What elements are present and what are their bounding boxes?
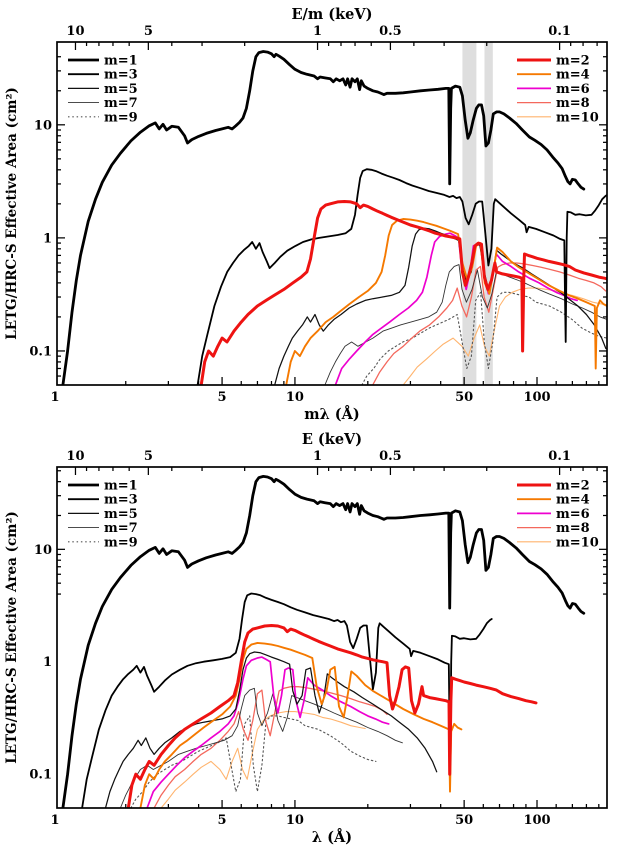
x-tick-label: 10	[286, 390, 304, 405]
axis-ticks	[57, 42, 607, 385]
top-tick-label: 5	[144, 449, 153, 464]
top-tick-label: 0.5	[379, 24, 402, 39]
curves-bottom	[61, 475, 586, 808]
shaded-band-2	[484, 42, 493, 385]
x-tick-label: 10	[286, 813, 304, 828]
top-tick-label: 1	[313, 24, 322, 39]
curve-m4	[285, 218, 607, 385]
legend-label-m2: m=2	[556, 54, 590, 69]
legend-label-m4: m=4	[556, 68, 590, 83]
x-axis-title: mλ (Å)	[304, 405, 360, 423]
x-tick-label: 50	[455, 390, 473, 405]
top-tick-label: 10	[66, 24, 84, 39]
y-tick-label: 0.1	[29, 344, 52, 359]
x-tick-label: 1	[50, 813, 59, 828]
curves-top	[61, 50, 607, 385]
curve-m5	[274, 227, 607, 385]
legend-label-m7: m=7	[104, 521, 138, 536]
curve-m10	[160, 711, 366, 808]
axis-labels: 1 5 10 50 100 10 1 0.1 10 5 1 0.5 0.1 λ (Å) E (keV) LET…	[4, 431, 571, 846]
x-tick-label: 50	[455, 813, 473, 828]
legend-label-m3: m=3	[104, 68, 138, 83]
y-tick-label: 10	[34, 543, 52, 558]
legend-left: m=1m=3m=5m=7m=9	[68, 54, 138, 125]
curve-m4	[139, 641, 463, 808]
panel-bottom: 1 5 10 50 100 10 1 0.1 10 5 1 0.5 0.1 λ (Å) E (keV) LET…	[4, 431, 608, 846]
y-tick-label: 1	[43, 231, 52, 246]
y-tick-label: 0.1	[29, 768, 52, 783]
top-tick-label: 0.1	[548, 449, 571, 464]
curve-m2	[199, 200, 607, 385]
curve-m1	[61, 50, 586, 385]
legend-label-m5: m=5	[104, 82, 138, 97]
axis-ticks	[57, 467, 607, 808]
plot-frame	[56, 466, 608, 809]
top-axis-title: E/m (keV)	[292, 6, 373, 23]
axis-labels: 1 5 10 50 100 10 1 0.1 10 5 1 0.5 0.1 mλ (Å) E/m (keV)…	[4, 6, 571, 423]
x-tick-label: 5	[218, 813, 227, 828]
legend-label-m5: m=5	[104, 507, 138, 522]
legend-label-m1: m=1	[104, 479, 138, 494]
legend-label-m8: m=8	[556, 521, 590, 536]
x-tick-label: 1	[50, 390, 59, 405]
curve-m7	[119, 687, 403, 808]
x-axis-title: λ (Å)	[312, 828, 352, 846]
curve-m3	[81, 592, 493, 808]
panel-top: 1 5 10 50 100 10 1 0.1 10 5 1 0.5 0.1 mλ (Å) E/m (keV)…	[4, 6, 608, 423]
y-axis-title: LETG/HRC-S Effective Area (cm²)	[4, 87, 20, 340]
legend-label-m1: m=1	[104, 54, 138, 69]
top-tick-label: 0.5	[379, 449, 402, 464]
legend-right: m=2m=4m=6m=8m=10	[517, 54, 599, 125]
curve-m9	[130, 715, 377, 808]
top-tick-label: 5	[144, 24, 153, 39]
legend-right: m=2m=4m=6m=8m=10	[517, 479, 599, 550]
legend-label-m10: m=10	[556, 110, 599, 125]
legend-label-m9: m=9	[104, 535, 138, 550]
legend-label-m8: m=8	[556, 96, 590, 111]
curve-m9	[361, 291, 607, 385]
top-tick-label: 0.1	[548, 24, 571, 39]
legend-label-m10: m=10	[556, 535, 599, 550]
top-tick-label: 10	[66, 449, 84, 464]
curve-m8	[372, 262, 607, 385]
y-tick-label: 10	[34, 118, 52, 133]
x-tick-label: 100	[523, 390, 550, 405]
curve-m3	[196, 168, 607, 385]
legend-label-m3: m=3	[104, 493, 138, 508]
y-tick-label: 1	[43, 655, 52, 670]
legend-label-m6: m=6	[556, 82, 590, 97]
legend-label-m9: m=9	[104, 110, 138, 125]
plot-frame	[56, 41, 608, 386]
legend-left: m=1m=3m=5m=7m=9	[68, 479, 138, 550]
legend-label-m6: m=6	[556, 507, 590, 522]
curve-m1	[61, 475, 586, 808]
x-tick-label: 100	[523, 813, 550, 828]
curve-m8	[153, 686, 388, 808]
legend-label-m7: m=7	[104, 96, 138, 111]
curve-m2	[126, 624, 538, 808]
top-tick-label: 1	[313, 449, 322, 464]
top-axis-title: E (keV)	[302, 431, 362, 448]
curve-m6	[146, 656, 390, 808]
legend-label-m2: m=2	[556, 479, 590, 494]
x-tick-label: 5	[218, 390, 227, 405]
y-axis-title: LETG/HRC-S Effective Area (cm²)	[4, 511, 20, 764]
curve-m5	[104, 651, 438, 808]
legend-label-m4: m=4	[556, 493, 590, 508]
